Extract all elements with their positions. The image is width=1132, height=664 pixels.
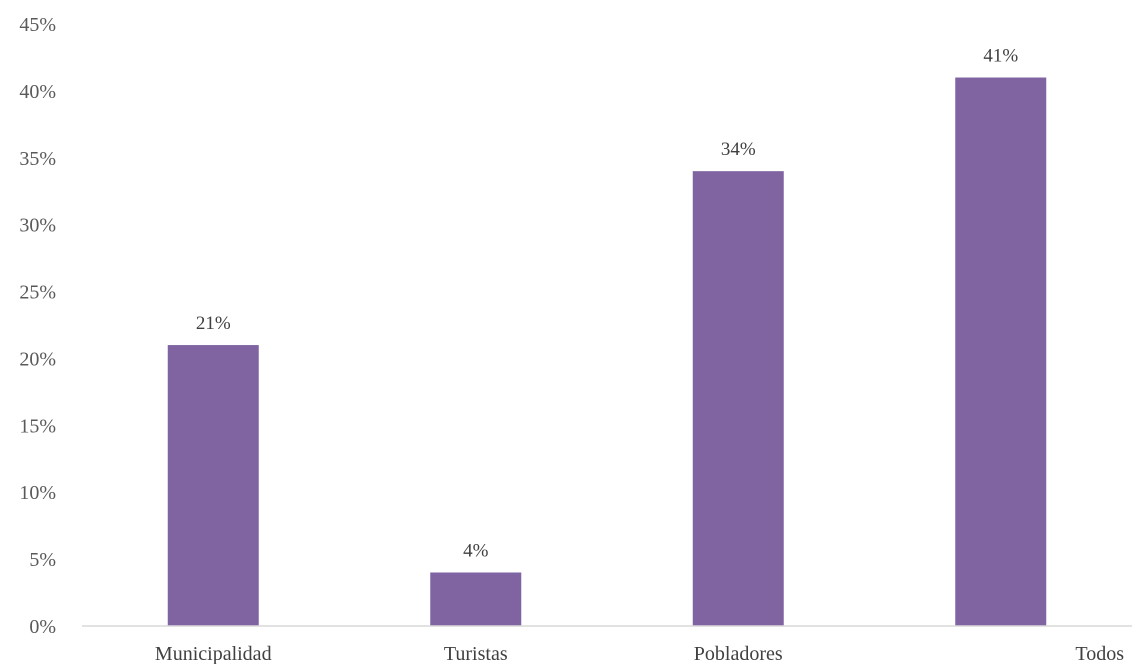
data-label: 34% — [721, 139, 756, 160]
data-label: 4% — [463, 540, 489, 561]
bar-pobladores — [692, 171, 784, 626]
y-tick-label: 10% — [19, 482, 56, 504]
y-tick-label: 15% — [19, 415, 56, 437]
x-tick-label: Pobladores — [694, 643, 783, 664]
bar-municipalidad — [167, 345, 259, 626]
y-tick-label: 25% — [19, 282, 56, 304]
y-tick-label: 40% — [19, 81, 56, 103]
data-label: 41% — [983, 46, 1018, 67]
x-axis: Municipalidad Turistas Pobladores Todos — [155, 643, 1124, 664]
x-tick-label: Todos — [1075, 643, 1124, 664]
data-label: 21% — [196, 313, 231, 334]
y-tick-label: 30% — [19, 215, 56, 237]
bars-group — [167, 77, 1047, 626]
y-tick-label: 0% — [29, 616, 56, 638]
y-axis: 0% 5% 10% 15% 20% 25% 30% 35% 40% 45% — [19, 14, 56, 638]
y-tick-label: 5% — [29, 549, 56, 571]
y-tick-label: 20% — [19, 348, 56, 370]
data-labels-group: 21% 4% 34% 41% — [196, 46, 1019, 562]
x-tick-label: Municipalidad — [155, 643, 272, 664]
y-tick-label: 45% — [19, 14, 56, 36]
x-tick-label: Turistas — [444, 643, 508, 664]
bar-turistas — [430, 572, 522, 626]
bar-todos — [955, 77, 1047, 626]
y-tick-label: 35% — [19, 148, 56, 170]
